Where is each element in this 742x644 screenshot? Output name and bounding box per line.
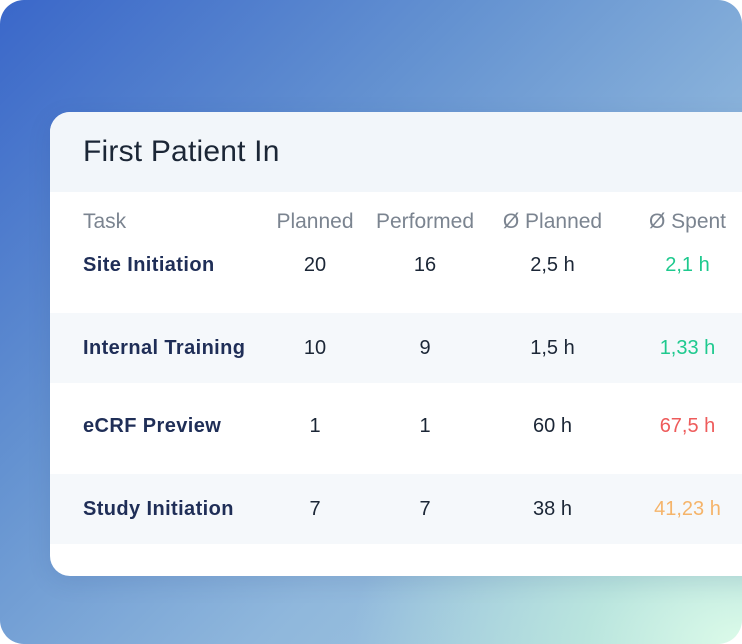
column-header-task: Task <box>83 210 127 233</box>
column-header-planned: Planned <box>276 210 354 233</box>
task-name: Internal Training <box>83 337 246 359</box>
avg-spent-hours: 1,33 h <box>659 337 716 359</box>
card-title: First Patient In <box>83 135 280 168</box>
column-header-avg-planned: Ø Planned <box>502 210 603 233</box>
avg-planned-hours: 60 h <box>533 415 572 437</box>
planned-count: 1 <box>309 415 321 437</box>
planned-count: 7 <box>309 498 321 520</box>
performed-count: 1 <box>419 415 431 437</box>
avg-spent-hours: 67,5 h <box>659 415 716 437</box>
avg-spent-hours: 41,23 h <box>654 498 721 520</box>
table-header-row: Task Planned Performed Ø Planned Ø Spent <box>50 202 742 242</box>
table-row: Site Initiation 20 16 2,5 h 2,1 h <box>50 230 742 300</box>
column-header-performed: Performed <box>375 210 475 233</box>
table-row: Study Initiation 7 7 38 h 41,23 h <box>50 474 742 544</box>
performed-count: 16 <box>413 254 437 276</box>
avg-spent-hours: 2,1 h <box>665 254 710 276</box>
planned-count: 20 <box>303 254 327 276</box>
table-row: Internal Training 10 9 1,5 h 1,33 h <box>50 313 742 383</box>
avg-planned-hours: 38 h <box>533 498 572 520</box>
task-name: eCRF Preview <box>83 415 222 437</box>
task-name: Site Initiation <box>83 254 215 276</box>
card-header: First Patient In <box>50 112 742 192</box>
performed-count: 9 <box>419 337 431 359</box>
table-row: eCRF Preview 1 1 60 h 67,5 h <box>50 391 742 461</box>
planned-count: 10 <box>303 337 327 359</box>
avg-planned-hours: 2,5 h <box>530 254 575 276</box>
column-header-avg-spent: Ø Spent <box>648 210 727 233</box>
avg-planned-hours: 1,5 h <box>530 337 575 359</box>
task-name: Study Initiation <box>83 498 234 520</box>
first-patient-in-card: First Patient In Task Planned Performed … <box>50 112 742 576</box>
performed-count: 7 <box>419 498 431 520</box>
